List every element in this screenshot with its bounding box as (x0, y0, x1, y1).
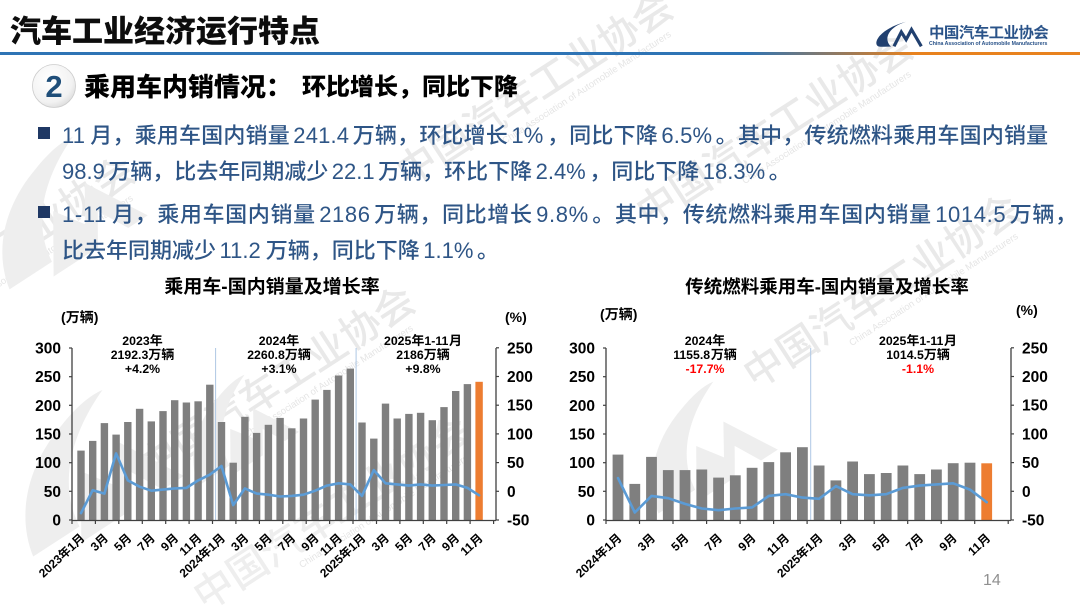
svg-text:0: 0 (507, 484, 516, 501)
svg-text:-: - (815, 276, 821, 297)
svg-text:+4.2%: +4.2% (125, 362, 160, 376)
svg-text:241.4: 241.4 (293, 123, 349, 148)
svg-text:50: 50 (507, 455, 524, 472)
svg-text:200: 200 (507, 369, 533, 386)
svg-text:50: 50 (578, 484, 595, 501)
svg-text:+9.8%: +9.8% (405, 362, 440, 376)
svg-text:China Association of Automobil: China Association of Automobile Manufact… (929, 41, 1047, 47)
svg-text:9.8%: 9.8% (536, 202, 589, 227)
svg-text:50: 50 (1022, 455, 1039, 472)
svg-text:18.3%: 18.3% (703, 159, 765, 184)
svg-text:(%): (%) (505, 309, 527, 325)
svg-text:200: 200 (569, 398, 595, 415)
svg-text:(%): (%) (1016, 302, 1038, 318)
svg-text:100: 100 (1022, 426, 1048, 443)
svg-text:6.5%: 6.5% (661, 123, 712, 148)
svg-text:150: 150 (507, 398, 533, 415)
svg-text:(: ( (600, 306, 605, 322)
svg-text:0: 0 (52, 513, 61, 530)
svg-text:150: 150 (35, 427, 61, 444)
svg-text:22.1: 22.1 (332, 159, 375, 184)
svg-text:): ) (633, 306, 638, 322)
svg-text:-50: -50 (1022, 513, 1044, 530)
svg-text:(: ( (61, 309, 66, 325)
svg-text:250: 250 (35, 369, 61, 386)
svg-text:2025: 2025 (384, 334, 412, 348)
svg-text:-50: -50 (507, 513, 529, 530)
svg-text:1014.5: 1014.5 (935, 202, 1006, 227)
svg-text:11: 11 (62, 123, 85, 148)
svg-text:250: 250 (569, 369, 595, 386)
svg-text:2186: 2186 (396, 348, 424, 362)
svg-text:200: 200 (35, 398, 61, 415)
svg-text:-1.1%: -1.1% (902, 362, 934, 376)
svg-text:2186: 2186 (319, 202, 370, 227)
svg-text:2024: 2024 (685, 334, 713, 348)
svg-text:2023: 2023 (122, 334, 150, 348)
svg-text:100: 100 (35, 455, 61, 472)
svg-text:150: 150 (1022, 398, 1048, 415)
svg-text:250: 250 (507, 340, 533, 357)
svg-text:2.4%: 2.4% (536, 159, 586, 184)
svg-text:1014.5: 1014.5 (886, 348, 924, 362)
svg-text:14: 14 (983, 572, 1001, 589)
svg-text:11.2: 11.2 (220, 238, 261, 263)
svg-text:0: 0 (586, 513, 595, 530)
svg-text:1-11: 1-11 (919, 334, 943, 348)
svg-text:98.9: 98.9 (62, 159, 105, 184)
svg-text:): ) (94, 309, 99, 325)
svg-text:2260.8: 2260.8 (247, 348, 285, 362)
svg-text:1.1%: 1.1% (423, 238, 473, 263)
svg-text:2025: 2025 (879, 334, 907, 348)
svg-text:1155.8: 1155.8 (673, 348, 710, 362)
svg-text:150: 150 (569, 427, 595, 444)
svg-text:100: 100 (569, 455, 595, 472)
svg-text:100: 100 (507, 426, 533, 443)
svg-text:200: 200 (1022, 369, 1048, 386)
svg-text:300: 300 (35, 341, 61, 358)
svg-text:-17.7%: -17.7% (686, 362, 725, 376)
svg-text:300: 300 (569, 341, 595, 358)
svg-text:-: - (221, 277, 227, 298)
svg-text:250: 250 (1022, 340, 1048, 357)
svg-text:1-11: 1-11 (62, 202, 107, 227)
svg-text:0: 0 (1022, 484, 1031, 501)
svg-text:2: 2 (45, 69, 62, 104)
svg-text:+3.1%: +3.1% (261, 362, 296, 376)
svg-text:50: 50 (44, 484, 61, 501)
svg-text:2192.3: 2192.3 (111, 348, 149, 362)
svg-text:1-11: 1-11 (424, 334, 448, 348)
svg-text:2024: 2024 (259, 334, 287, 348)
svg-text:1%: 1% (511, 123, 543, 148)
